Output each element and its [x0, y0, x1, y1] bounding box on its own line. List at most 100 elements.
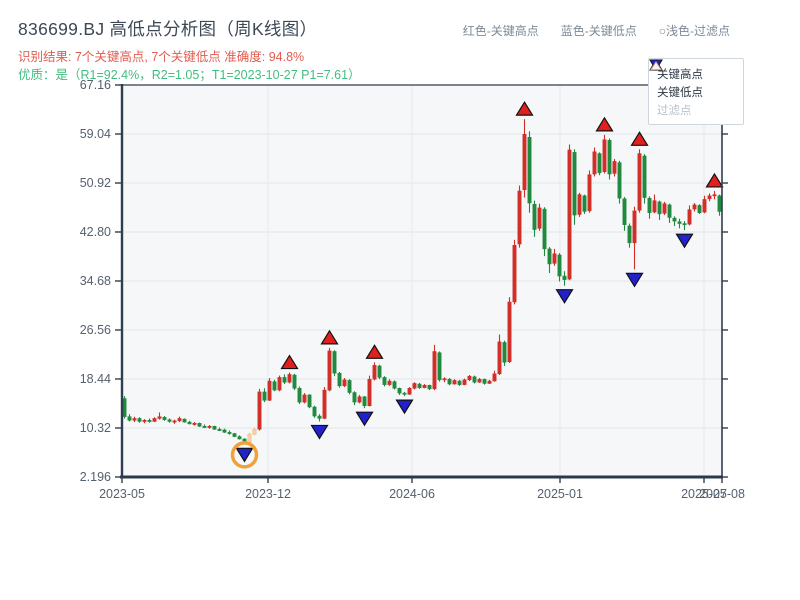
- candle: [442, 378, 447, 381]
- candle: [577, 194, 582, 215]
- key-low-marker: [395, 399, 414, 415]
- candle: [347, 380, 352, 393]
- candle: [337, 372, 342, 387]
- candle: [527, 137, 532, 204]
- candle: [172, 420, 177, 423]
- candle: [187, 421, 192, 425]
- key-high-marker: [280, 354, 299, 370]
- candle: [262, 391, 267, 401]
- candle: [387, 380, 392, 385]
- candle: [342, 379, 347, 387]
- candle: [372, 365, 377, 380]
- key-high-marker: [595, 116, 614, 132]
- candle: [232, 433, 237, 437]
- candle: [627, 225, 632, 244]
- candle: [652, 200, 657, 213]
- candle: [582, 195, 587, 212]
- candle: [707, 195, 712, 200]
- candle: [147, 420, 152, 422]
- candle: [552, 253, 557, 264]
- candle: [167, 419, 172, 422]
- candle: [497, 341, 502, 375]
- candle: [697, 205, 702, 213]
- candle: [397, 388, 402, 394]
- candle: [157, 416, 162, 419]
- x-tick-label: 2023-05: [99, 487, 145, 501]
- candle: [542, 208, 547, 250]
- note-key-low: 蓝色-关键低点: [560, 24, 637, 38]
- candle: [567, 149, 572, 280]
- candle: [222, 429, 227, 433]
- candle: [607, 140, 612, 175]
- candle: [217, 429, 222, 431]
- candle: [502, 342, 507, 363]
- candle: [482, 378, 487, 384]
- candle: [382, 377, 387, 385]
- candle: [277, 377, 282, 391]
- triangle-up-outline-icon: [650, 61, 662, 70]
- candle: [307, 394, 312, 408]
- candle: [327, 350, 332, 391]
- candle: [572, 152, 577, 216]
- candle: [417, 383, 422, 388]
- candle: [207, 426, 212, 428]
- candle: [137, 418, 142, 422]
- candle: [597, 153, 602, 174]
- legend-label: 关键高点: [657, 69, 703, 81]
- y-tick-label: 42.80: [80, 225, 111, 239]
- color-key-note: 红色-关键高点 蓝色-关键低点 ○浅色-过滤点: [463, 22, 730, 39]
- candle: [357, 396, 362, 403]
- note-key-high: 红色-关键高点: [462, 24, 539, 38]
- legend-label: 关键低点: [657, 87, 703, 99]
- candle: [507, 301, 512, 362]
- candle: [227, 432, 232, 434]
- candle: [562, 275, 567, 280]
- candle: [272, 381, 277, 391]
- candle: [317, 415, 322, 419]
- candle: [592, 151, 597, 175]
- candle: [452, 380, 457, 385]
- candle: [632, 210, 637, 244]
- candle: [182, 418, 187, 423]
- candle: [152, 418, 157, 422]
- candle: [287, 374, 292, 383]
- y-tick-label: 10.32: [80, 421, 111, 435]
- candle: [412, 383, 417, 389]
- candle: [237, 436, 242, 440]
- candle: [312, 406, 317, 417]
- candle: [662, 203, 667, 214]
- candle: [717, 195, 722, 212]
- chart-legend: 关键高点 关键低点 过滤点: [648, 58, 744, 125]
- y-tick-label: 2.196: [80, 470, 111, 484]
- candle: [677, 221, 682, 224]
- candle: [637, 153, 642, 211]
- y-tick-label: 59.04: [80, 127, 111, 141]
- x-tick-label: 2024-06: [389, 487, 435, 501]
- x-tick-label: 2025-07: [681, 487, 727, 501]
- note-filtered: ○浅色-过滤点: [658, 24, 730, 38]
- candle: [487, 380, 492, 384]
- candle: [407, 388, 412, 395]
- candle: [192, 423, 197, 425]
- candle: [537, 207, 542, 229]
- candle: [252, 429, 257, 435]
- candle: [657, 201, 662, 215]
- candle: [282, 377, 287, 383]
- key-high-marker: [320, 329, 339, 345]
- x-tick-label: 2023-12: [245, 487, 291, 501]
- key-low-marker: [675, 233, 694, 249]
- candle: [322, 389, 327, 419]
- candle: [457, 380, 462, 385]
- quality-result-text: 优质：是（R1=92.4%，R2=1.05；T1=2023-10-27 P1=7…: [18, 68, 361, 82]
- candle: [522, 133, 527, 191]
- candle: [177, 418, 182, 422]
- candle: [622, 198, 627, 226]
- candle: [267, 380, 272, 401]
- legend-item-key-low: 关键低点: [649, 59, 735, 101]
- legend-label: 过滤点: [657, 105, 692, 117]
- candle: [377, 365, 382, 378]
- page-title: 836699.BJ 高低点分析图（周K线图）: [18, 19, 318, 39]
- candle: [672, 217, 677, 222]
- candle: [292, 374, 297, 389]
